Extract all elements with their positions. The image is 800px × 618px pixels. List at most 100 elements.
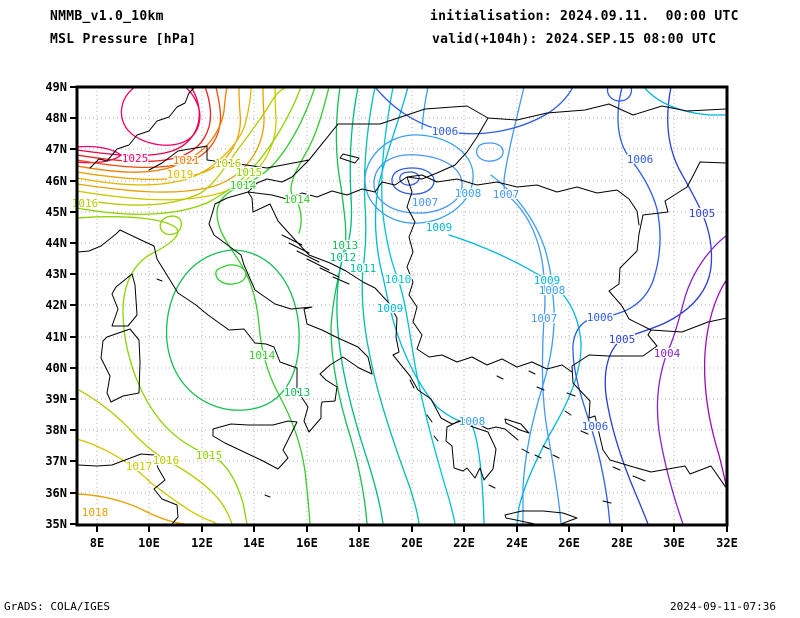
lon-tick-label: 24E (506, 536, 528, 550)
coastline-crete (504, 510, 578, 524)
lat-tick-label: 47N (45, 142, 67, 156)
coastline-italy-balkans (78, 191, 519, 441)
coastline-corsica (111, 273, 138, 327)
contour-label: 1016 (153, 454, 180, 467)
lat-tick-label: 39N (45, 392, 67, 406)
coastline-black-sea (608, 161, 726, 331)
lat-tick-label: 49N (45, 80, 67, 94)
lat-tick-label: 40N (45, 361, 67, 375)
contour-1021 (78, 88, 228, 173)
isobar-contours (78, 88, 726, 524)
contour-label: 1006 (582, 420, 609, 433)
country-borders (89, 88, 726, 373)
creation-timestamp: 2024-09-11-07:36 (670, 600, 776, 613)
contour-1006 (375, 88, 574, 135)
contour-1007 (373, 154, 463, 214)
contour-1018 (78, 493, 186, 524)
lon-tick-label: 26E (558, 536, 580, 550)
grads-credit: GrADS: COLA/IGES (4, 600, 110, 613)
contour-label: 1011 (350, 262, 377, 275)
contour-1006 (572, 88, 661, 524)
contour-label: 1018 (82, 506, 109, 519)
contour-1015 (78, 88, 302, 215)
field-title: MSL Pressure [hPa] (50, 32, 197, 47)
contour-label: 1015 (236, 166, 263, 179)
lon-tick-label: 8E (90, 536, 104, 550)
contour-1013 (330, 88, 368, 524)
contour-1023 (78, 88, 212, 163)
contour-label: 1014 (230, 179, 257, 192)
contour-label: 1017 (126, 460, 153, 473)
contour-1016 (78, 388, 233, 524)
lat-tick-label: 35N (45, 517, 67, 531)
lat-tick-label: 44N (45, 236, 67, 250)
contour-label: 1013 (332, 239, 359, 252)
axis-ticks (70, 86, 728, 532)
contour-1012 (336, 88, 384, 524)
contour-label: 1016 (215, 157, 242, 170)
contour-1010 (381, 88, 456, 524)
contour-label: 1005 (609, 333, 636, 346)
lat-tick-label: 42N (45, 298, 67, 312)
contour-label: 1025 (122, 152, 149, 165)
lon-tick-label: 32E (716, 536, 738, 550)
contour-label: 1007 (412, 196, 439, 209)
contour-1008 (490, 174, 555, 524)
contour-1003 (703, 279, 726, 489)
lon-tick-label: 12E (191, 536, 213, 550)
contour-label: 1008 (539, 284, 566, 297)
lon-tick-label: 28E (611, 536, 633, 550)
contour-label: 1004 (654, 347, 681, 360)
contour-1004 (656, 234, 726, 524)
coastline-tunisia (78, 453, 179, 524)
lake-balaton (339, 153, 360, 164)
lon-tick-label: 14E (243, 536, 265, 550)
coastline-turkey (571, 317, 726, 489)
contour-1007 (503, 88, 562, 524)
contour-1020 (78, 88, 241, 181)
contour-label: 1006 (432, 125, 459, 138)
contour-labels: 1016 1025 1021 1019 1016 1015 1014 1014 … (70, 124, 716, 521)
lat-tick-label: 41N (45, 330, 67, 344)
contour-1009 (448, 234, 582, 524)
coastline-sicily (212, 420, 298, 470)
contour-1014 (215, 264, 247, 285)
contour-1013 (165, 249, 300, 411)
lat-tick-label: 38N (45, 423, 67, 437)
contour-label: 1013 (284, 386, 311, 399)
contour-label: 1006 (627, 153, 654, 166)
lon-tick-label: 18E (348, 536, 370, 550)
coastlines-borders (78, 88, 726, 524)
contour-1009 (374, 88, 485, 524)
lon-tick-label: 30E (663, 536, 685, 550)
contour-1025 (120, 88, 201, 146)
contour-1017 (78, 88, 277, 201)
pressure-map-plot: 1016 1025 1021 1019 1016 1015 1014 1014 … (45, 80, 738, 550)
contour-label: 1008 (455, 187, 482, 200)
coastline-sardinia (100, 328, 141, 403)
lat-tick-label: 36N (45, 486, 67, 500)
contour-1006 (606, 88, 633, 102)
contour-label: 1015 (196, 449, 223, 462)
contour-label: 1009 (377, 302, 404, 315)
valid-time-label: valid(+104h): 2024.SEP.15 08:00 UTC (432, 32, 717, 47)
lon-tick-label: 16E (296, 536, 318, 550)
model-title: NMMB_v1.0_10km (50, 9, 164, 24)
lat-tick-label: 45N (45, 205, 67, 219)
contour-label: 1019 (167, 168, 194, 181)
contour-label: 1007 (493, 188, 520, 201)
contour-label: 1009 (426, 221, 453, 234)
contour-1015 (159, 215, 183, 236)
contour-1009 (644, 88, 726, 116)
coastline-euboea (504, 418, 530, 434)
init-time-label: initialisation: 2024.09.11. 00:00 UTC (430, 9, 739, 24)
contour-1016 (78, 88, 287, 206)
contour-label: 1005 (689, 207, 716, 220)
contour-1014 (216, 88, 316, 524)
contour-label: 1012 (330, 251, 357, 264)
contour-label: 1021 (173, 154, 200, 167)
contour-1007 (475, 142, 504, 162)
contour-1008 (364, 134, 474, 224)
lat-axis-labels: 49N 48N 47N 46N 45N 44N 43N 42N 41N 40N … (45, 80, 67, 531)
